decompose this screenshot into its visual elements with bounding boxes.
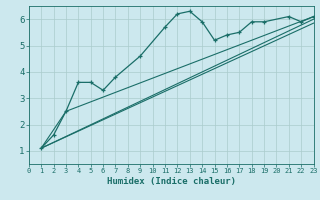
X-axis label: Humidex (Indice chaleur): Humidex (Indice chaleur) (107, 177, 236, 186)
